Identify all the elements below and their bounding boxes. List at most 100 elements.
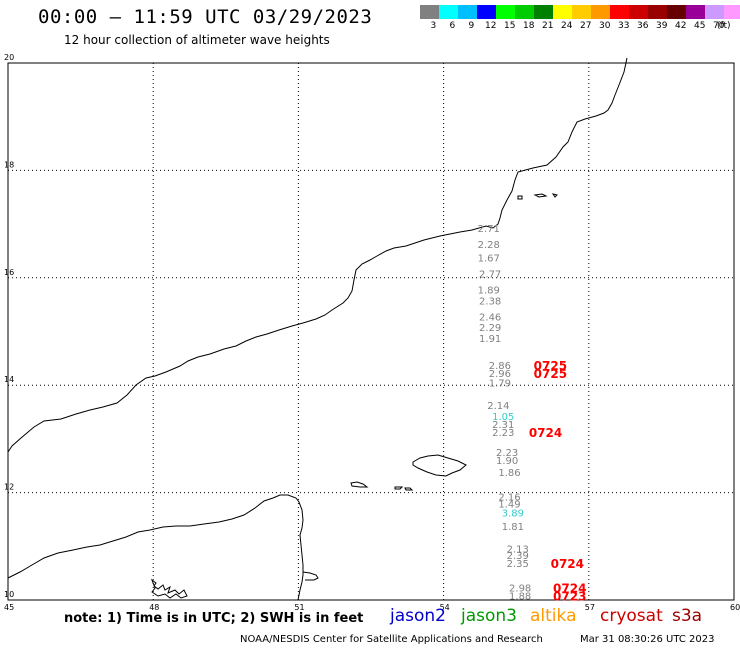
samhah-island	[350, 481, 369, 488]
y-tick-label: 12	[4, 483, 14, 492]
coastal-islets	[150, 578, 188, 599]
arabian-coastline	[7, 57, 628, 453]
swh-value: 2.86	[489, 361, 511, 372]
y-tick-label: 14	[4, 375, 14, 384]
pass-time-label: 0724	[553, 582, 586, 596]
swh-value: 2.38	[479, 296, 501, 307]
swh-value: 2.28	[478, 240, 500, 251]
legend-s3a: s3a	[672, 606, 703, 626]
color-scale-label: 36	[637, 21, 649, 31]
color-scale-label: 33	[618, 21, 630, 31]
color-swatch-9	[591, 5, 610, 19]
color-swatch-14	[686, 5, 705, 19]
pass-time-label: 0725	[534, 359, 567, 373]
y-tick-label: 20	[4, 53, 14, 62]
color-scale-labels: 3 6 9 12 15 18 21 24 27 30 33 36 39 42 45 70	[420, 21, 740, 33]
swh-value: 1.88	[509, 592, 531, 603]
color-swatch-15	[705, 5, 724, 19]
swh-value: 3.89	[502, 508, 524, 519]
pass-time-label: 0723	[553, 590, 586, 604]
swh-value: 2.46	[479, 312, 501, 323]
color-swatch-2	[458, 5, 477, 19]
x-tick-label: 45	[4, 603, 14, 612]
x-tick-label: 54	[440, 603, 450, 612]
x-tick-label: 60	[730, 603, 740, 612]
color-swatch-6	[534, 5, 553, 19]
swh-value: 2.39	[507, 551, 529, 562]
swh-value: 2.23	[492, 428, 514, 439]
socotra-island	[412, 454, 467, 477]
color-swatch-8	[572, 5, 591, 19]
color-scale-label: 3	[430, 21, 437, 31]
color-scale-label: 30	[599, 21, 611, 31]
credit-line: NOAA/NESDIS Center for Satellite Applica…	[240, 634, 543, 645]
color-scale-label: 12	[485, 21, 497, 31]
color-swatch-12	[648, 5, 667, 19]
pass-time-label: 0724	[529, 426, 562, 440]
swh-value: 2.13	[507, 544, 529, 555]
legend-jason2: jason2	[390, 606, 446, 626]
swh-value: 2.77	[479, 270, 501, 281]
color-scale-label: 42	[675, 21, 687, 31]
grid-lines	[8, 63, 734, 600]
ras-hafun-headland	[302, 571, 319, 581]
color-scale-label: 27	[580, 21, 592, 31]
color-swatch-13	[667, 5, 686, 19]
y-tick-label: 16	[4, 268, 14, 277]
units-note: note: 1) Time is in UTC; 2) SWH is in fe…	[64, 611, 364, 626]
swh-value: 1.86	[498, 468, 520, 479]
color-scale-label: 21	[542, 21, 554, 31]
swh-value: 2.16	[498, 492, 520, 503]
swh-value: 1.49	[498, 499, 520, 510]
color-swatch-3	[477, 5, 496, 19]
swh-value: 2.98	[509, 584, 531, 595]
map-frame	[7, 62, 735, 601]
y-tick-label: 10	[4, 590, 14, 599]
legend-altika: altika	[530, 606, 577, 626]
x-tick-label: 57	[585, 603, 595, 612]
darsah-island	[394, 486, 404, 490]
swh-value: 1.79	[489, 379, 511, 390]
color-scale-label: 6	[449, 21, 456, 31]
color-scale-bar	[420, 5, 740, 19]
color-scale-label: 9	[468, 21, 475, 31]
y-tick-label: 18	[4, 160, 14, 169]
color-swatch-11	[629, 5, 648, 19]
swh-value: 2.35	[507, 559, 529, 570]
swh-value: 1.89	[478, 286, 500, 297]
hallaniyat-islands	[517, 193, 558, 200]
coastline	[7, 57, 628, 601]
swh-value: 1.81	[502, 522, 524, 533]
x-tick-label: 51	[294, 603, 304, 612]
color-swatch-5	[515, 5, 534, 19]
color-scale-label: 45	[694, 21, 706, 31]
color-scale-label: 15	[504, 21, 516, 31]
legend-cryosat: cryosat	[600, 606, 663, 626]
color-scale-label: 24	[561, 21, 573, 31]
x-tick-label: 48	[149, 603, 159, 612]
swh-value: 1.67	[478, 253, 500, 264]
color-swatch-4	[496, 5, 515, 19]
generated-timestamp: Mar 31 08:30:26 UTC 2023	[580, 634, 715, 645]
swh-value: 1.05	[492, 412, 514, 423]
abd-al-kuri-island	[404, 487, 414, 491]
color-swatch-1	[439, 5, 458, 19]
pass-time-label: 0725	[534, 367, 567, 381]
color-scale-unit: (ft)	[717, 21, 731, 31]
color-scale-label: 39	[656, 21, 668, 31]
map-title: 00:00 — 11:59 UTC 03/29/2023	[38, 6, 373, 28]
swh-value: 1.90	[496, 456, 518, 467]
swh-observations: 2.71 2.28 1.67 2.77 1.892.38 2.462.291.91 2.86…	[478, 224, 532, 603]
swh-value: 2.29	[479, 323, 501, 334]
swh-value: 2.31	[492, 420, 514, 431]
x-tick-labels: 45 48 51 54 57 60	[4, 603, 740, 612]
legend-jason3: jason3	[461, 606, 517, 626]
color-swatch-10	[610, 5, 629, 19]
somalia-coastline	[7, 494, 304, 601]
color-swatch-0	[420, 5, 439, 19]
color-scale-label: 18	[523, 21, 535, 31]
swh-value: 2.96	[489, 369, 511, 380]
swh-value: 1.91	[479, 334, 501, 345]
